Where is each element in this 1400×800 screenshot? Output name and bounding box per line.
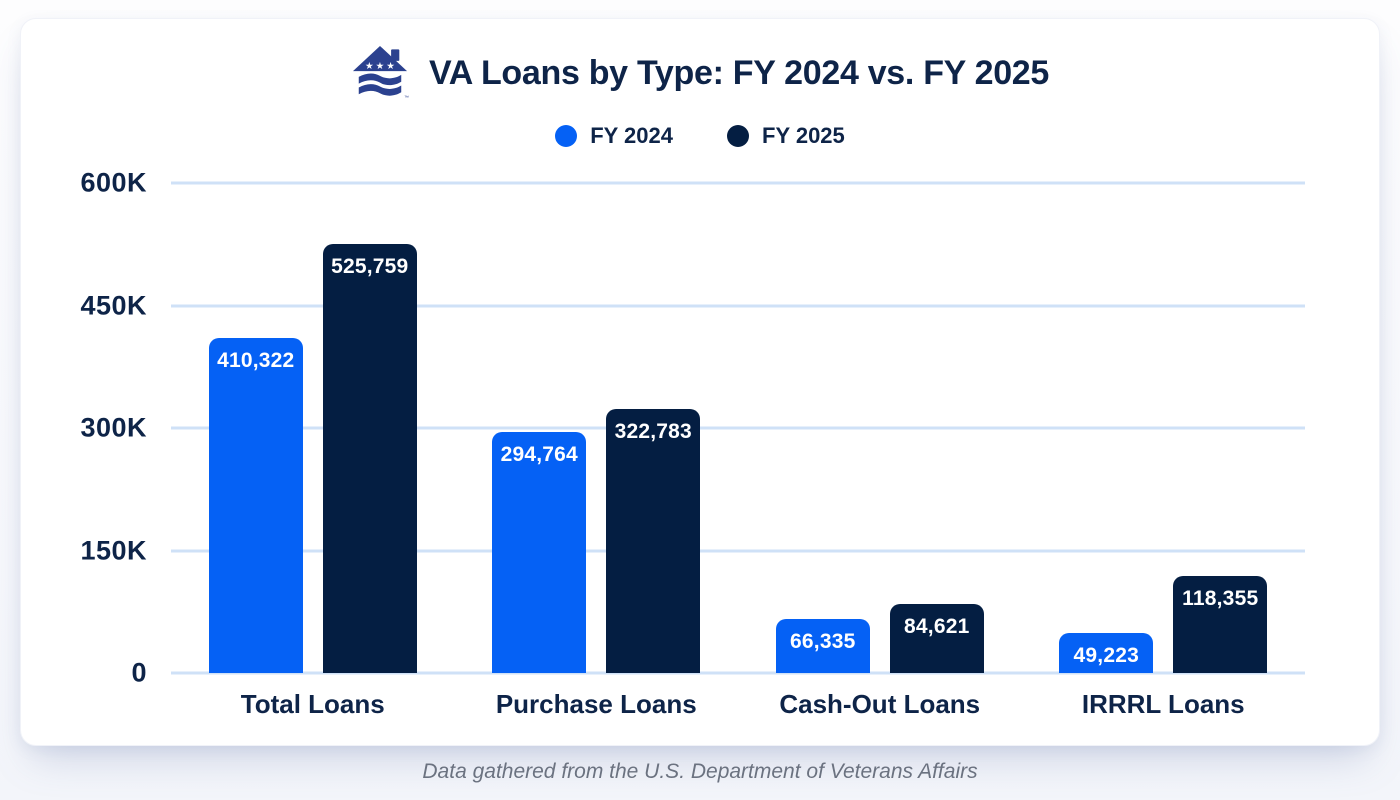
trademark-symbol: ™ [404,95,409,101]
bar-value-label: 410,322 [217,348,295,372]
legend-item-fy-2025: FY 2025 [727,123,845,149]
legend-dot-icon [555,125,578,147]
gridline [171,426,1305,430]
y-axis-tick-0: 0 [131,657,147,688]
gridline [171,549,1305,552]
svg-text:★: ★ [386,61,395,72]
bar-value-label: 118,355 [1182,587,1259,611]
bar-value-label: 322,783 [614,420,692,444]
bar-group-cash-out-loans: 66,335 84,621 Cash-Out Loans [775,183,984,719]
y-axis: 600K 450K 300K 150K 0 [21,168,171,688]
bar-value-label: 84,621 [904,614,970,638]
chart-card: ★ ★ ★ ™ VA Loans by Type: FY 2024 vs. FY… [20,18,1380,746]
bar-fy-2024-cash-out-loans: 66,335 [775,618,870,673]
bar-group-total-loans: 410,322 525,759 Total Loans [208,183,417,719]
bar-fy-2024-total-loans: 410,322 [208,337,303,673]
bar-value-label: 294,764 [500,443,578,467]
svg-text:★: ★ [376,61,385,72]
bar-groups: 410,322 525,759 Total Loans 294,764 322,783 P… [171,183,1305,719]
bar-value-label: 49,223 [1073,643,1139,667]
bar-chart: 600K 450K 300K 150K 0 410,322 525,759 Total Lo… [21,168,1379,719]
y-axis-tick-150k: 150K [80,535,147,565]
category-label-total-loans: Total Loans [240,689,385,719]
legend-label: FY 2024 [590,123,673,148]
category-label-cash-out-loans: Cash-Out Loans [779,689,981,719]
source-caption: Data gathered from the U.S. Department o… [422,760,978,783]
chart-header: ★ ★ ★ ™ VA Loans by Type: FY 2024 vs. FY… [21,19,1379,101]
bar-group-irrrl-loans: 49,223 118,355 IRRRL Loans [1059,183,1268,719]
gridline [171,304,1305,307]
category-label-irrrl-loans: IRRRL Loans [1081,689,1245,719]
y-axis-tick-300k: 300K [80,412,147,443]
legend-label: FY 2025 [762,123,845,148]
veterans-united-house-logo-icon: ★ ★ ★ ™ [352,45,409,101]
plot-area: 410,322 525,759 Total Loans 294,764 322,783 P… [171,181,1305,719]
gridline [171,181,1305,185]
y-axis-tick-450k: 450K [80,290,147,320]
svg-text:★: ★ [365,61,374,72]
y-axis-tick-600k: 600K [80,167,147,198]
bar-fy-2025-cash-out-loans: 84,621 [889,603,984,673]
bar-value-label: 66,335 [790,629,856,653]
legend-item-fy-2024: FY 2024 [555,123,673,149]
legend-dot-icon [727,125,749,147]
bar-value-label: 525,759 [331,254,409,278]
bar-fy-2024-irrrl-loans: 49,223 [1059,632,1154,673]
bar-fy-2025-irrrl-loans: 118,355 [1173,576,1268,673]
bar-fy-2025-total-loans: 525,759 [322,243,417,673]
gridline [171,671,1305,675]
legend: FY 2024 FY 2025 [21,123,1379,149]
category-label-purchase-loans: Purchase Loans [495,689,697,719]
bar-fy-2024-purchase-loans: 294,764 [492,432,587,673]
chart-title: VA Loans by Type: FY 2024 vs. FY 2025 [428,53,1050,92]
bar-group-purchase-loans: 294,764 322,783 Purchase Loans [492,183,701,719]
bar-fy-2025-purchase-loans: 322,783 [606,409,701,673]
